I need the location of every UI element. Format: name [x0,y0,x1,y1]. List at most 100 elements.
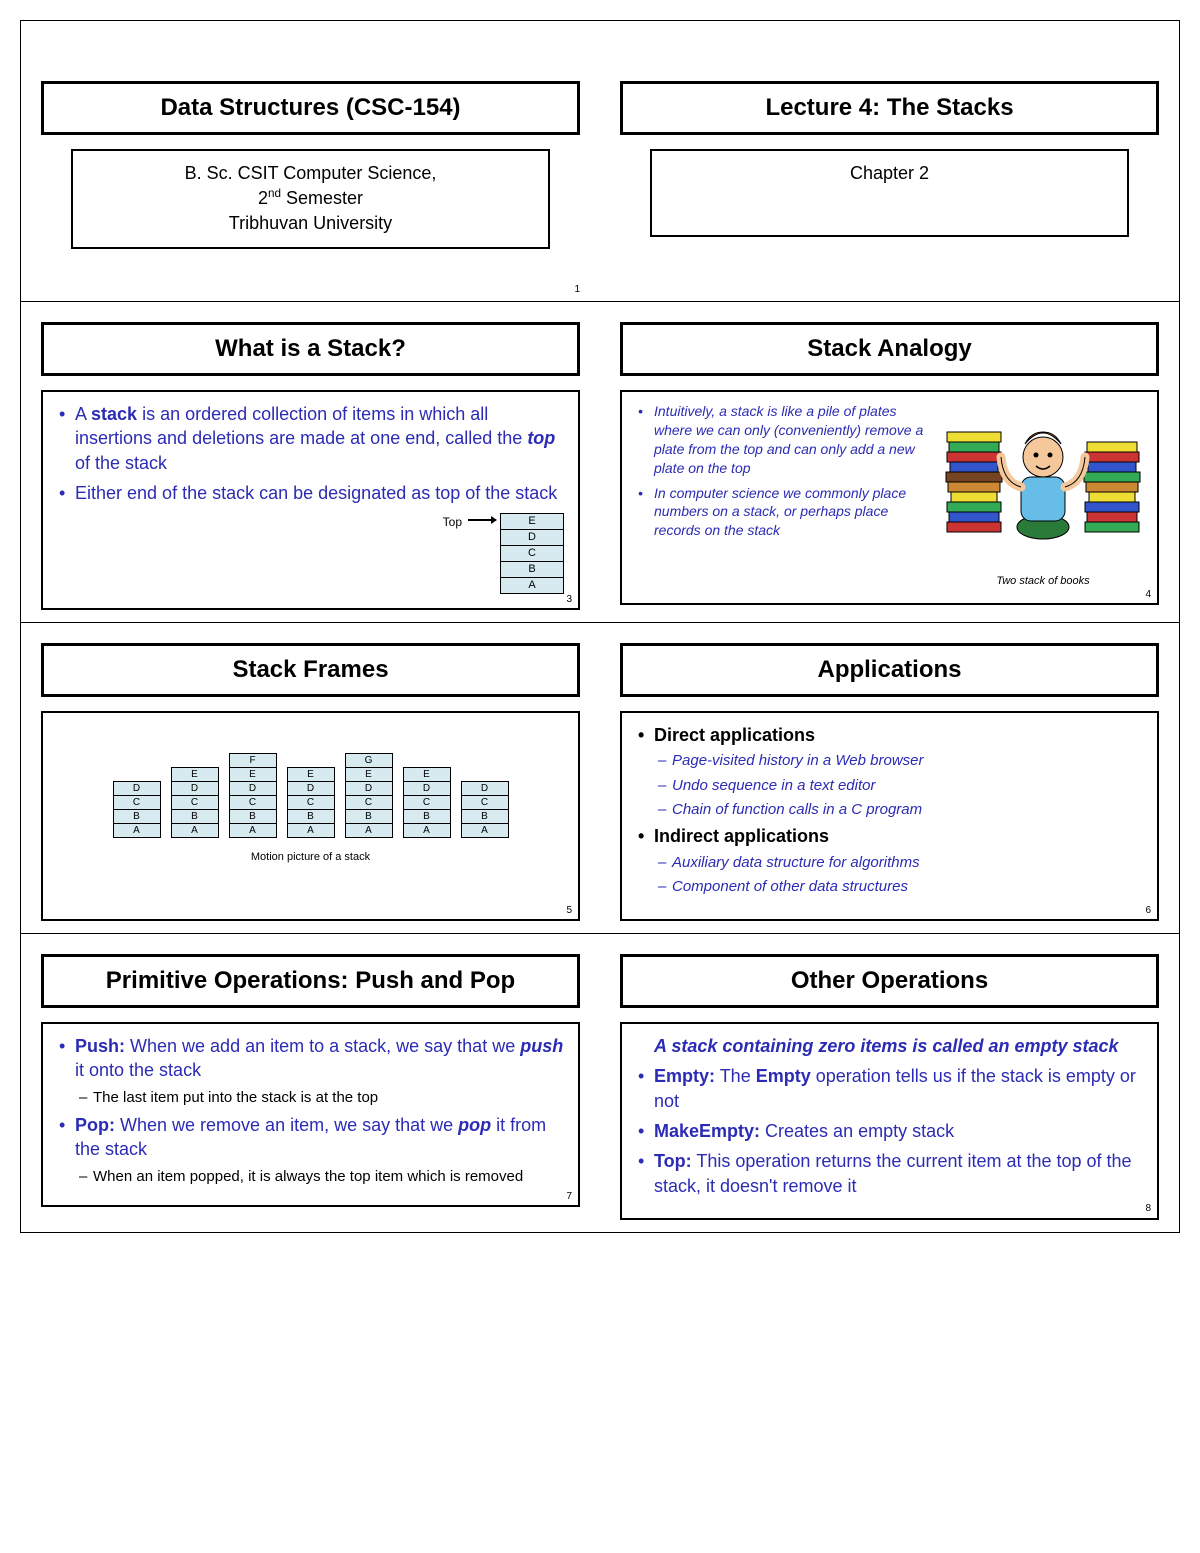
mini-stack: EDCBA [403,767,451,838]
bullet-push: Push: When we add an item to a stack, we… [57,1034,564,1083]
slide-title: Primitive Operations: Push and Pop [41,954,580,1008]
slide-4: Stack Analogy Intuitively, a stack is li… [600,302,1179,622]
slide-number: 8 [1145,1202,1151,1216]
mini-stack-cell: B [403,809,451,824]
mini-stack-cell: D [113,781,161,796]
mini-stack: EDCBA [287,767,335,838]
mini-stack-cell: A [171,823,219,838]
analogy-row: Intuitively, a stack is like a pile of p… [636,402,1143,589]
mini-stack-cell: E [171,767,219,782]
stack-diagram: Top E D C B A [57,513,564,594]
slide-title: Stack Frames [41,643,580,697]
slide-title: What is a Stack? [41,322,580,376]
mini-stack-cell: C [287,795,335,810]
mini-stack-cell: C [229,795,277,810]
frames-diagram: DCBAEDCBAFEDCBAEDCBAGEDCBAEDCBADCBA [57,753,564,838]
slide-title: Other Operations [620,954,1159,1008]
slide-handout-sheet: Data Structures (CSC-154) B. Sc. CSIT Co… [20,20,1180,1233]
slide-1: Data Structures (CSC-154) B. Sc. CSIT Co… [21,21,600,301]
books-illustration: Two stack of books [943,402,1143,589]
arrow-icon [468,519,496,521]
slide-8: Other Operations A stack containing zero… [600,934,1179,1232]
course-title: Data Structures (CSC-154) [41,81,580,135]
bullet-empty: Empty: The Empty operation tells us if t… [636,1064,1143,1113]
mini-stack-cell: F [229,753,277,768]
slide-3: What is a Stack? A stack is an ordered c… [21,302,600,622]
mini-stack-cell: A [461,823,509,838]
frames-caption: Motion picture of a stack [57,850,564,865]
slide-content: Direct applications Page-visited history… [620,711,1159,921]
mini-stack-cell: D [345,781,393,796]
mini-stack-cell: B [113,809,161,824]
slide-content: Push: When we add an item to a stack, we… [41,1022,580,1208]
mini-stack-cell: E [229,767,277,782]
heading-indirect: Indirect applications [636,824,1143,848]
slide-number: 4 [1145,588,1151,602]
mini-stack-cell: G [345,753,393,768]
analogy-text: Intuitively, a stack is like a pile of p… [636,402,933,589]
mini-stack-cell: A [229,823,277,838]
mini-stack: DCBA [461,781,509,838]
books-svg-icon [943,402,1143,562]
mini-stack: FEDCBA [229,753,277,838]
stack-cell: E [500,513,564,530]
bullet-makeempty: MakeEmpty: Creates an empty stack [636,1119,1143,1143]
slide-content: A stack containing zero items is called … [620,1022,1159,1220]
row-3: Stack Frames DCBAEDCBAFEDCBAEDCBAGEDCBAE… [21,623,1179,934]
stack-cell: A [500,577,564,594]
sub-item: Component of other data structures [636,877,1143,897]
mini-stack-cell: A [403,823,451,838]
mini-stack-cell: B [229,809,277,824]
sub-item: The last item put into the stack is at t… [57,1088,564,1108]
mini-stack-cell: B [461,809,509,824]
heading-direct: Direct applications [636,723,1143,747]
slide-5: Stack Frames DCBAEDCBAFEDCBAEDCBAGEDCBAE… [21,623,600,933]
mini-stack-cell: B [287,809,335,824]
slide-number: 6 [1145,904,1151,918]
illustration-caption: Two stack of books [943,574,1143,589]
mini-stack-cell: D [461,781,509,796]
chapter-label: Chapter 2 [664,161,1115,186]
stack-cell: B [500,561,564,578]
mini-stack: GEDCBA [345,753,393,838]
mini-stack-cell: B [171,809,219,824]
mini-stack-cell: C [113,795,161,810]
course-subtitle: B. Sc. CSIT Computer Science, 2nd Semest… [71,149,550,249]
top-label: Top [443,514,462,530]
sub-line-2: 2nd Semester [85,186,536,211]
bullet-top: Top: This operation returns the current … [636,1149,1143,1198]
slide-number: 5 [566,904,572,918]
bullet-1: A stack is an ordered collection of item… [57,402,564,475]
intro-text: A stack containing zero items is called … [636,1034,1143,1058]
stack-cell: D [500,529,564,546]
lecture-title: Lecture 4: The Stacks [620,81,1159,135]
mini-stack: DCBA [113,781,161,838]
mini-stack-cell: C [461,795,509,810]
mini-stack-cell: E [403,767,451,782]
mini-stack-cell: E [345,767,393,782]
sub-item: When an item popped, it is always the to… [57,1167,564,1187]
slide-2: Lecture 4: The Stacks Chapter 2 [600,21,1179,301]
mini-stack: EDCBA [171,767,219,838]
slide-title: Stack Analogy [620,322,1159,376]
mini-stack-cell: E [287,767,335,782]
mini-stack-cell: A [287,823,335,838]
row-4: Primitive Operations: Push and Pop Push:… [21,934,1179,1232]
mini-stack-cell: C [171,795,219,810]
row-1: Data Structures (CSC-154) B. Sc. CSIT Co… [21,21,1179,302]
slide-6: Applications Direct applications Page-vi… [600,623,1179,933]
bullet-2: Either end of the stack can be designate… [57,481,564,505]
sub-item: Undo sequence in a text editor [636,776,1143,796]
mini-stack-cell: D [171,781,219,796]
slide-content: DCBAEDCBAFEDCBAEDCBAGEDCBAEDCBADCBA Moti… [41,711,580,921]
slide-content: A stack is an ordered collection of item… [41,390,580,610]
mini-stack-cell: C [403,795,451,810]
chapter-box: Chapter 2 [650,149,1129,237]
mini-stack-cell: D [229,781,277,796]
slide-number: 3 [566,593,572,607]
bullet-pop: Pop: When we remove an item, we say that… [57,1113,564,1162]
mini-stack-cell: D [287,781,335,796]
row-2: What is a Stack? A stack is an ordered c… [21,302,1179,623]
stack-cell: C [500,545,564,562]
slide-number: 1 [574,284,580,295]
